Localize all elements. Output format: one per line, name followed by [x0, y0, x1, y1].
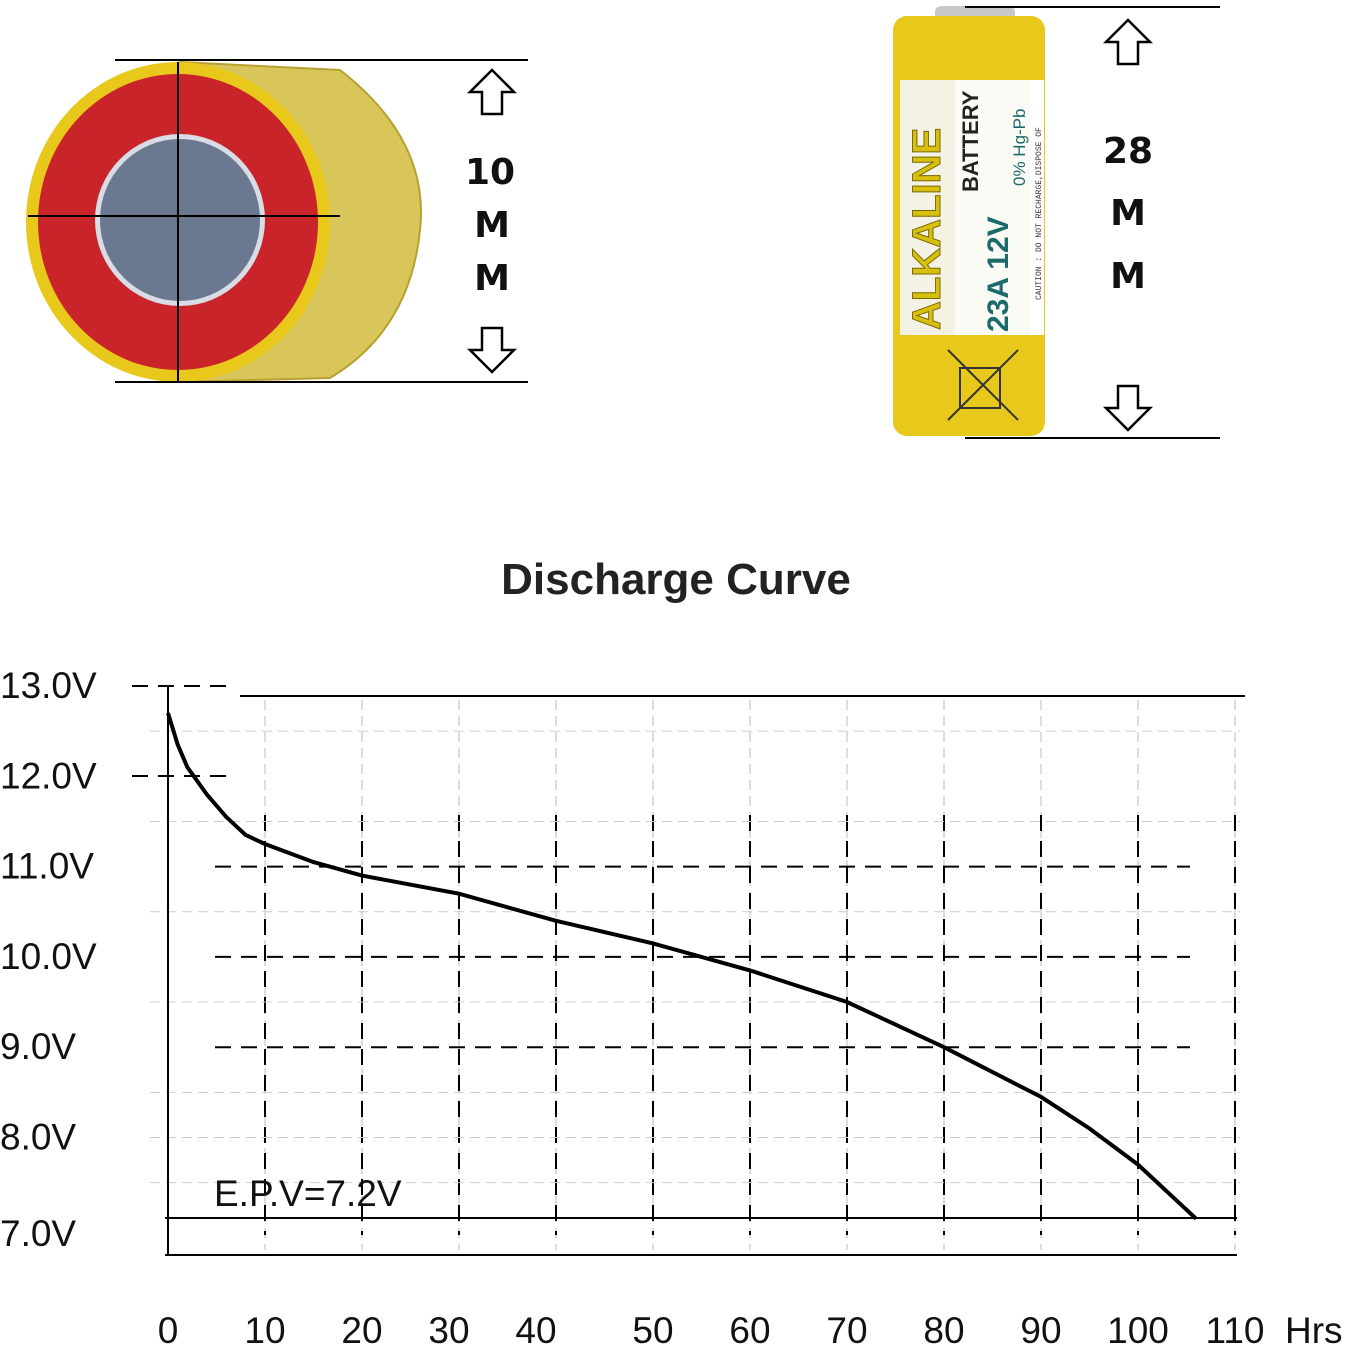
chart-grid [132, 685, 1245, 1256]
length-label-3: M [1110, 256, 1146, 297]
x-tick-label: 0 [158, 1310, 179, 1350]
x-tick-label: 50 [632, 1310, 673, 1350]
diameter-label-1: 10 [465, 152, 515, 193]
mercury-label: 0% Hg-Pb [1010, 109, 1029, 186]
battery-end-view [26, 59, 528, 384]
x-axis-title: Hrs [1285, 1310, 1343, 1350]
x-axis-labels: 0 10 20 30 40 50 60 70 80 90 100 110 [158, 1310, 1265, 1350]
x-tick-label: 90 [1020, 1310, 1061, 1350]
x-tick-label: 80 [923, 1310, 964, 1350]
chart-title: Discharge Curve [501, 555, 851, 604]
y-tick-label: 7.0V [0, 1213, 76, 1254]
diameter-label-3: M [474, 258, 510, 299]
y-tick-label: 9.0V [0, 1026, 76, 1067]
y-tick-label: 11.0V [0, 846, 94, 887]
x-tick-label: 70 [826, 1310, 867, 1350]
length-label-2: M [1110, 193, 1146, 234]
x-tick-label: 20 [341, 1310, 382, 1350]
y-tick-label: 10.0V [0, 936, 97, 977]
battery-side-view: ALKALINE BATTERY 23A 12V 0% Hg-Pb CAUTIO… [893, 6, 1220, 439]
x-tick-label: 10 [244, 1310, 285, 1350]
x-tick-label: 60 [729, 1310, 770, 1350]
down-arrow-icon [1102, 384, 1154, 432]
y-tick-label: 12.0V [0, 755, 97, 796]
up-arrow-icon [466, 68, 518, 116]
recycle-bin-icon [947, 349, 1019, 421]
y-tick-label: 8.0V [0, 1117, 76, 1158]
y-tick-label: 13.0V [0, 665, 97, 706]
up-arrow-icon [1102, 18, 1154, 66]
diameter-label-2: M [474, 205, 510, 246]
x-tick-label: 30 [428, 1310, 469, 1350]
y-axis-labels: 13.0V 12.0V 11.0V 10.0V 9.0V 8.0V 7.0V [0, 665, 97, 1254]
down-arrow-icon [466, 326, 518, 374]
model-label: 23A 12V [982, 216, 1015, 332]
x-tick-label: 100 [1107, 1310, 1169, 1350]
type-label: BATTERY [958, 90, 983, 192]
x-tick-label: 40 [515, 1310, 556, 1350]
length-label-1: 28 [1103, 131, 1153, 172]
caution-label: CAUTION : DO NOT RECHARGE,DISPOSE OF [1035, 127, 1044, 300]
x-tick-label: 110 [1206, 1310, 1265, 1350]
discharge-curve [166, 712, 1198, 1221]
epv-annotation: E.P.V=7.2V [214, 1173, 402, 1214]
brand-label: ALKALINE [905, 128, 949, 330]
